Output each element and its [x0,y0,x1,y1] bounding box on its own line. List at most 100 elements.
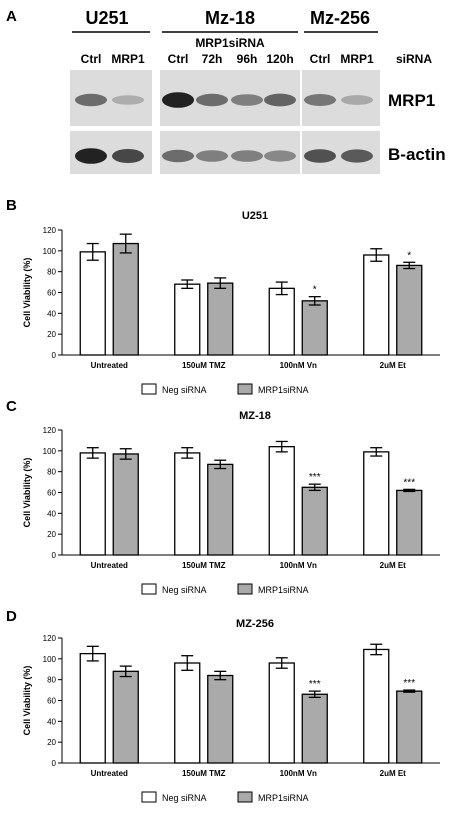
x-tick-label: 150uM TMZ [182,561,226,570]
lane-label: Ctrl [310,52,331,66]
bar-mrp1sirna [207,282,234,356]
mrp1-band [231,94,263,106]
y-tick-label: 100 [43,447,57,456]
x-tick-label: 100nM Vn [280,561,317,570]
legend-swatch-mrp1sirna [237,383,253,395]
y-tick-label: 0 [52,351,57,360]
y-axis-label: Cell Viability (%) [22,458,32,528]
x-tick-label: 2uM Et [380,769,407,778]
y-tick-label: 20 [47,530,56,539]
x-tick-label: 2uM Et [380,561,407,570]
bar-mrp1sirna [207,463,234,556]
actin-band [304,149,336,163]
y-tick-label: 40 [47,717,56,726]
actin-band [341,149,373,163]
x-tick-label: 150uM TMZ [182,361,226,370]
panel-a-letter: A [6,8,17,25]
y-tick-label: 120 [43,426,57,435]
y-tick-label: 60 [47,697,56,706]
lane-label: 96h [237,52,258,66]
significance-marker: * [407,250,411,261]
legend-label-neg-sirna: Neg siRNA [162,585,207,595]
mz256-viability-chart: MZ-256 0 20 40 60 80 100 120 Cell Viability (%) U… [22,618,440,803]
bar-neg-sirna [174,283,201,356]
y-tick-label: 80 [47,676,56,685]
mrp1-band [75,93,107,107]
bar-mrp1sirna [207,674,234,764]
legend-label-mrp1sirna: MRP1siRNA [258,385,309,395]
cell-line-label: Mz-18 [205,8,255,28]
bar-neg-sirna [174,662,201,764]
x-tick-label: 100nM Vn [280,769,317,778]
y-tick-label: 120 [43,634,57,643]
actin-band [264,150,296,162]
actin-band [231,150,263,162]
sirna-group-label: MRP1siRNA [195,36,265,50]
bar-neg-sirna [79,452,106,556]
bar-neg-sirna [268,446,295,556]
bar-mrp1sirna [396,489,423,556]
legend-label-mrp1sirna: MRP1siRNA [258,793,309,803]
panel-b-letter: B [6,197,17,214]
significance-marker: *** [403,477,415,488]
bar-mrp1sirna [112,670,139,764]
significance-marker: *** [403,678,415,689]
y-tick-label: 60 [47,289,56,298]
bar-neg-sirna [79,251,106,356]
lane-label: 120h [266,52,293,66]
y-tick-label: 0 [52,551,57,560]
y-tick-label: 0 [52,759,57,768]
y-tick-label: 80 [47,268,56,277]
y-axis-label: Cell Viability (%) [22,666,32,736]
actin-band [196,150,228,162]
bar-neg-sirna [79,652,106,764]
panel-c-letter: C [6,398,17,415]
cell-line-label: U251 [85,8,128,28]
chart-title: U251 [242,210,268,222]
band-label-actin: B-actin [388,145,446,164]
bar-neg-sirna [363,451,390,556]
significance-marker: *** [309,472,321,483]
y-axis-label: Cell Viability (%) [22,258,32,328]
lane-label: MRP1 [111,52,145,66]
lane-label: 72h [202,52,223,66]
legend-swatch-neg-sirna [141,791,157,803]
lane-label: Ctrl [168,52,189,66]
y-tick-label: 120 [43,226,57,235]
x-tick-label: 100nM Vn [280,361,317,370]
legend-swatch-neg-sirna [141,583,157,595]
chart-title: MZ-256 [236,618,274,630]
legend-label-mrp1sirna: MRP1siRNA [258,585,309,595]
bar-mrp1sirna [396,264,423,356]
legend-swatch-mrp1sirna [237,583,253,595]
y-tick-label: 100 [43,655,57,664]
bar-mrp1sirna [301,693,328,764]
legend-label-neg-sirna: Neg siRNA [162,385,207,395]
y-tick-label: 60 [47,489,56,498]
bar-neg-sirna [174,452,201,556]
y-tick-label: 20 [47,738,56,747]
x-tick-label: 150uM TMZ [182,769,226,778]
chart-title: MZ-18 [239,410,271,422]
actin-band [75,148,107,164]
mrp1-band [196,93,228,107]
mrp1-band [264,93,296,107]
mrp1-band [341,95,373,105]
legend-label-neg-sirna: Neg siRNA [162,793,207,803]
actin-band [162,149,194,163]
band-label-mrp1: MRP1 [388,91,435,110]
actin-band [112,149,144,163]
u251-viability-chart: U251 0 20 40 60 80 100 120 Cell Viability (%) Unt… [22,210,440,395]
mrp1-band [304,94,336,106]
y-tick-label: 100 [43,247,57,256]
lane-label: Ctrl [81,52,102,66]
lane-label: MRP1 [340,52,374,66]
x-tick-label: Untreated [91,561,128,570]
bar-mrp1sirna [112,453,139,556]
y-tick-label: 20 [47,330,56,339]
bar-mrp1sirna [301,300,328,356]
bar-mrp1sirna [396,690,423,764]
cell-line-label: Mz-256 [310,8,370,28]
mrp1-band [112,95,144,105]
significance-marker: *** [309,679,321,690]
